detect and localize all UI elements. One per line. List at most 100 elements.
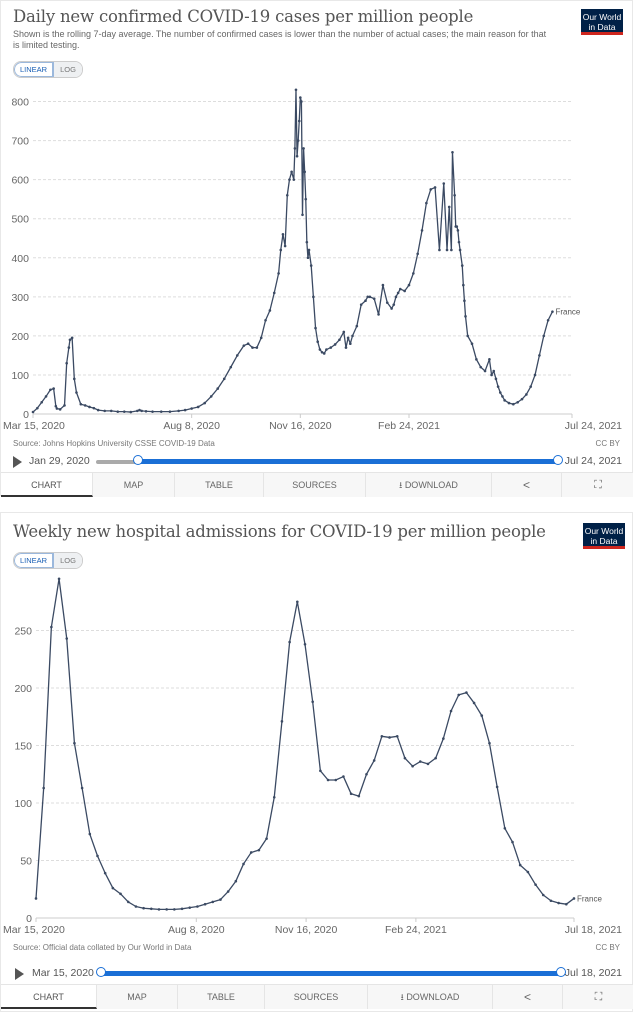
source-note[interactable]: Source: Official data collated by Our Wo…	[13, 943, 192, 952]
timeline: Mar 15, 2020 Jul 18, 2021	[1, 964, 633, 984]
data-point	[314, 326, 317, 330]
data-point	[283, 244, 287, 248]
data-point	[457, 240, 461, 244]
cases-line-chart[interactable]: 0 100 200 300 400 500 600 700 800 Mar 15, 2020 Aug…	[1, 1, 633, 441]
data-point	[426, 762, 430, 766]
data-point	[342, 330, 346, 334]
y-tick-label: 800	[11, 97, 29, 109]
data-point	[329, 346, 333, 349]
data-point	[549, 899, 553, 903]
data-point	[388, 736, 391, 739]
tab-bar: CHART MAP TABLE SOURCES ⭳ DOWNLOAD < ⛶	[1, 472, 633, 497]
data-point	[211, 900, 215, 904]
log-scale-button[interactable]: LOG	[54, 553, 82, 568]
data-point	[299, 96, 302, 99]
data-point	[396, 291, 400, 295]
series-line-france	[35, 578, 575, 911]
tab-chart[interactable]: CHART	[1, 985, 97, 1009]
data-point	[359, 303, 363, 306]
data-point	[142, 906, 145, 910]
data-point	[296, 139, 300, 142]
data-point	[507, 401, 511, 405]
data-point	[52, 387, 55, 390]
owid-logo[interactable]: Our World in Data	[581, 9, 623, 35]
x-tick-label: Nov 16, 2020	[275, 924, 338, 936]
data-point	[357, 794, 361, 798]
data-point	[300, 100, 303, 103]
share-button[interactable]: <	[493, 985, 563, 1009]
data-point	[533, 373, 537, 377]
data-point	[349, 342, 352, 345]
license-note[interactable]: CC BY	[595, 943, 620, 952]
tab-chart[interactable]: CHART	[1, 473, 93, 497]
timeline-start-handle[interactable]	[132, 455, 143, 465]
owid-logo[interactable]: Our World in Data	[583, 523, 625, 549]
timeline-selected-range[interactable]	[101, 971, 561, 976]
timeline-selected-range[interactable]	[137, 459, 558, 464]
data-point	[72, 377, 76, 381]
tab-sources[interactable]: SOURCES	[265, 985, 368, 1009]
tab-download[interactable]: ⭳ DOWNLOAD	[366, 473, 492, 497]
tab-map[interactable]: MAP	[93, 473, 175, 497]
data-point	[293, 147, 297, 150]
data-point	[92, 406, 96, 410]
data-point	[529, 385, 533, 388]
data-point	[365, 772, 368, 776]
data-point	[63, 404, 66, 407]
data-point	[538, 354, 541, 357]
timeline-start-handle[interactable]	[96, 967, 106, 977]
data-point	[377, 313, 380, 316]
data-point	[40, 400, 43, 404]
license-note[interactable]: CC BY	[595, 439, 620, 448]
data-point	[316, 340, 320, 344]
chart-title: Daily new confirmed COVID-19 cases per m…	[13, 7, 474, 26]
data-point	[511, 840, 514, 844]
data-point	[412, 272, 415, 275]
data-point	[159, 410, 163, 413]
data-point	[196, 405, 200, 409]
data-point	[442, 737, 445, 740]
tab-sources[interactable]: SOURCES	[264, 473, 366, 497]
linear-scale-button[interactable]: LINEAR	[14, 553, 55, 568]
data-point	[520, 397, 524, 401]
data-point	[73, 741, 76, 745]
data-point	[449, 709, 453, 713]
data-point	[494, 377, 498, 381]
play-icon[interactable]	[13, 456, 22, 468]
log-scale-button[interactable]: LOG	[54, 62, 82, 77]
data-point	[451, 150, 454, 154]
timeline-end-handle[interactable]	[556, 967, 566, 977]
data-point	[116, 410, 120, 413]
data-point	[277, 272, 280, 275]
data-point	[285, 193, 289, 197]
data-point	[203, 401, 206, 405]
fullscreen-button[interactable]: ⛶	[563, 985, 633, 1009]
source-note[interactable]: Source: Johns Hopkins University CSSE CO…	[13, 439, 215, 448]
data-point	[355, 324, 359, 328]
data-point	[346, 336, 350, 340]
data-point	[75, 391, 78, 394]
tab-table[interactable]: TABLE	[178, 985, 265, 1009]
data-point	[344, 346, 348, 349]
linear-scale-button[interactable]: LINEAR	[14, 62, 55, 77]
data-point	[190, 407, 193, 410]
hospital-line-chart[interactable]: 0 50 100 150 200 250 Mar 15, 2020 Aug 8, 2020 No…	[1, 513, 633, 943]
data-point	[429, 188, 433, 191]
tab-map[interactable]: MAP	[97, 985, 178, 1009]
data-point	[304, 197, 308, 201]
data-point	[403, 756, 407, 760]
timeline-start-date: Jan 29, 2020	[29, 455, 90, 467]
data-point	[495, 785, 499, 789]
data-point	[222, 377, 226, 381]
tab-download[interactable]: ⭳ DOWNLOAD	[368, 985, 493, 1009]
data-point	[456, 229, 460, 232]
share-button[interactable]: <	[492, 473, 562, 497]
data-point	[219, 898, 222, 901]
data-point	[425, 201, 428, 205]
play-icon[interactable]	[15, 968, 24, 980]
fullscreen-button[interactable]: ⛶	[562, 473, 633, 497]
data-point	[438, 248, 441, 252]
timeline-end-handle[interactable]	[553, 455, 563, 465]
data-point	[551, 310, 554, 313]
tab-table[interactable]: TABLE	[175, 473, 264, 497]
